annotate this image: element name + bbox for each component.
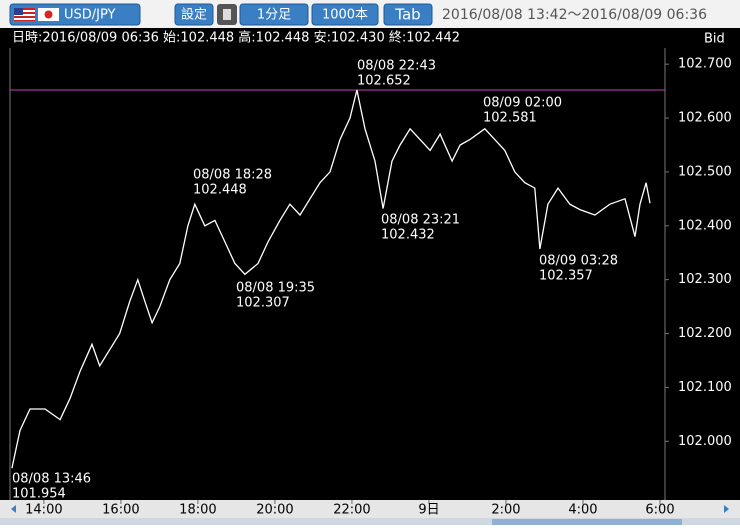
scroll-thumb[interactable]	[492, 519, 682, 525]
annotation-price: 102.357	[539, 269, 593, 284]
x-tick-label: 16:00	[102, 503, 139, 518]
annotation-time: 08/08 19:35	[236, 281, 315, 296]
count-button[interactable]: 1000本	[311, 3, 379, 26]
y-tick-label: 102.700	[678, 57, 732, 72]
y-tick-label: 102.300	[678, 272, 732, 287]
timeframe-button[interactable]: 1分足	[239, 3, 309, 26]
date-range: 2016/08/08 13:42～2016/08/09 06:36	[442, 7, 707, 23]
scrollbar[interactable]	[0, 518, 740, 525]
y-tick-label: 102.500	[678, 164, 732, 179]
x-tick-label: 18:00	[179, 503, 216, 518]
x-tick-label: 6:00	[645, 503, 674, 518]
y-tick-label: 102.400	[678, 218, 732, 233]
x-tick-label: 20:00	[256, 503, 293, 518]
annotation-price: 102.581	[483, 111, 537, 126]
annotation-price: 102.432	[381, 228, 435, 243]
axis-label: Bid	[704, 32, 725, 47]
annotation-time: 08/08 23:21	[381, 213, 460, 228]
chart-bg	[0, 28, 740, 500]
scroll-right[interactable]	[724, 505, 729, 513]
tab-button[interactable]: Tab	[383, 3, 433, 26]
x-tick-label: 14:00	[25, 503, 62, 518]
y-tick-label: 102.000	[678, 434, 732, 449]
price-line	[11, 89, 651, 469]
annotation-price: 102.307	[236, 296, 290, 311]
pair-button[interactable]: USD/JPY	[9, 3, 141, 26]
tool-button[interactable]	[217, 4, 237, 25]
x-tick-label: 9日	[418, 503, 439, 518]
y-tick-label: 102.100	[678, 380, 732, 395]
annotation-time: 08/08 18:28	[193, 168, 272, 183]
x-tick-label: 2:00	[491, 503, 520, 518]
settings-button[interactable]: 設定	[174, 3, 214, 26]
count: 1000本	[322, 8, 368, 23]
timeframe: 1分足	[257, 8, 291, 23]
annotation-time: 08/09 03:28	[539, 254, 618, 269]
x-tick-label: 4:00	[568, 503, 597, 518]
info-bar: 日時:2016/08/09 06:36 始:102.448 高:102.448 …	[12, 30, 460, 46]
annotation-price: 102.652	[357, 74, 411, 89]
annotation-time: 08/08 13:46	[12, 472, 91, 487]
annotation-time: 08/09 02:00	[483, 96, 562, 111]
annotation-price: 102.448	[193, 183, 247, 198]
tab: Tab	[394, 6, 420, 24]
annotation-price: 101.954	[12, 487, 66, 502]
pair: USD/JPY	[64, 8, 116, 23]
y-tick-label: 102.600	[678, 111, 732, 126]
settings: 設定	[181, 7, 207, 23]
annotation-time: 08/08 22:43	[357, 59, 436, 74]
x-tick-label: 22:00	[333, 503, 370, 518]
x-axis-bg	[0, 500, 740, 518]
y-tick-label: 102.200	[678, 326, 732, 341]
scroll-left[interactable]	[11, 505, 16, 513]
